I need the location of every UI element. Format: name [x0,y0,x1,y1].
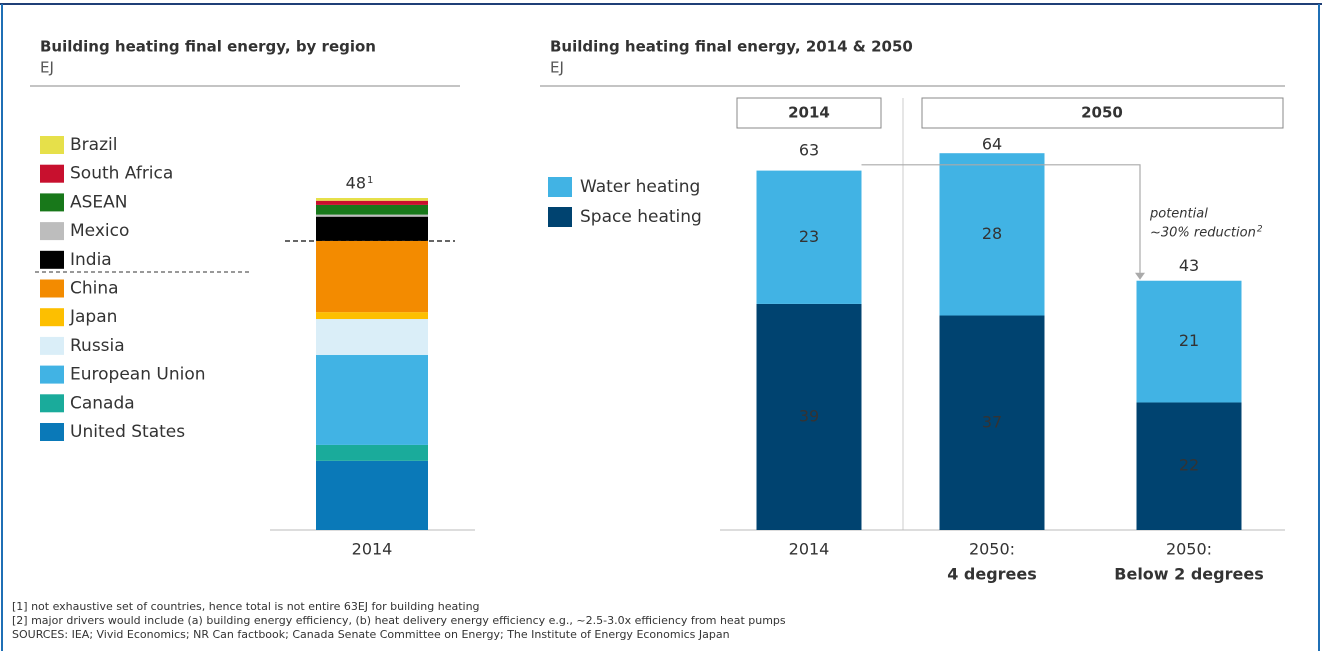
legend-label: Mexico [70,221,129,241]
chart-title: Building heating final energy, 2014 & 20… [550,38,913,56]
bar-segment [756,170,862,304]
legend-swatch [40,136,64,154]
legend-swatch [40,164,64,183]
x-tick-label: 2014 [352,540,393,559]
chart-subtitle: EJ [40,59,54,77]
bar-segment [316,198,428,201]
legend-label: ASEAN [70,192,128,212]
footnote: [1] not exhaustive set of countries, hen… [12,600,480,613]
total-label: 43 [1179,256,1199,275]
footnote-mark: 2 [1257,225,1263,235]
annotation: ~30% reduction [1150,226,1256,241]
legend-swatch [40,193,64,212]
group-header: 2014 [788,104,830,122]
bar-segment [1136,402,1242,530]
legend-swatch [548,177,572,197]
bar-segment [316,355,428,445]
legend-swatch [40,394,64,413]
total-label: 63 [799,140,819,159]
bar-segment [316,319,428,356]
value-label: 39 [799,406,819,425]
legend-label: Canada [70,393,135,413]
bar-segment [939,315,1045,530]
legend-label: China [70,279,119,299]
bar-segment [316,214,428,217]
legend-swatch [40,365,64,384]
bar-segment [316,240,428,313]
legend-swatch [40,423,64,441]
bar-segment [316,216,428,241]
arrow [861,164,1141,275]
bar-segment [316,460,428,530]
legend-label: India [70,250,112,270]
legend-swatch [40,336,64,355]
legend-label: European Union [70,365,206,385]
bar-segment [756,303,862,530]
legend-swatch [40,250,64,269]
value-label: 22 [1179,456,1199,475]
group-box [736,97,882,129]
annotation: potential [1149,207,1208,222]
value-label: 28 [982,224,1002,243]
chart-title: Building heating final energy, by region [40,38,376,56]
legend-swatch [40,308,64,327]
legend-label: United States [70,422,185,442]
x-tick-sublabel: Below 2 degrees [1114,565,1263,584]
legend-label: South Africa [70,164,173,184]
group-box [921,97,1284,129]
value-label: 37 [982,412,1002,431]
legend-label: Brazil [70,135,117,155]
x-tick-label: 2050: [969,540,1015,559]
value-label: 23 [799,227,819,246]
x-tick-sublabel: 4 degrees [947,565,1037,584]
bar-segment [316,312,428,320]
x-tick-label: 2050: [1166,540,1212,559]
total-label: 64 [982,135,1002,154]
total-label: 48 [346,174,366,193]
legend-swatch [40,222,64,241]
legend-label: Space heating [580,207,702,227]
bar-segment [316,444,428,461]
bar-segment [316,200,428,205]
value-label: 21 [1179,331,1199,350]
chart-subtitle: EJ [550,59,564,77]
arrow-head [1135,272,1145,280]
legend-label: Water heating [580,177,700,197]
bar-segment [1136,280,1242,403]
bar-segment [316,204,428,215]
legend-label: Russia [70,336,125,356]
legend-swatch [40,279,64,298]
footnote: [2] major drivers would include (a) buil… [12,614,786,627]
x-tick-label: 2014 [789,540,830,559]
footnote-mark: 1 [367,175,373,186]
footnote: SOURCES: IEA; Vivid Economics; NR Can fa… [12,628,730,641]
legend-swatch [548,207,572,227]
legend-label: Japan [69,307,117,327]
bar-segment [939,153,1045,316]
group-header: 2050 [1081,104,1123,122]
